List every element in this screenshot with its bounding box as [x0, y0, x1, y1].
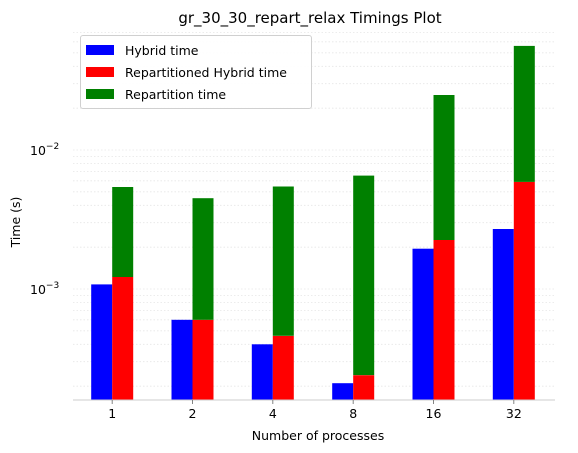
legend-item-repartitioned-hybrid: Repartitioned Hybrid time	[81, 61, 311, 83]
bar-repartitioned-hybrid-16	[433, 240, 455, 400]
x-tick-label: 2	[189, 406, 197, 421]
y-tick-label: 10−3	[30, 281, 59, 297]
bar-repartition-8	[353, 175, 375, 376]
legend-item-repartition: Repartition time	[81, 83, 311, 105]
bar-repartitioned-hybrid-4	[272, 335, 294, 400]
x-tick-label: 4	[269, 406, 277, 421]
chart-title: gr_30_30_repart_relax Timings Plot	[178, 9, 441, 28]
bar-hybrid-32	[492, 229, 514, 400]
x-tick-label: 32	[506, 406, 522, 421]
bar-hybrid-16	[412, 248, 434, 400]
bar-repartition-2	[192, 198, 214, 320]
bar-hybrid-8	[332, 383, 354, 400]
bar-repartitioned-hybrid-2	[192, 319, 214, 400]
x-tick-label: 1	[108, 406, 116, 421]
bar-repartitioned-hybrid-1	[112, 277, 134, 400]
legend-label-repartition: Repartition time	[125, 86, 227, 102]
bar-repartition-1	[112, 187, 134, 277]
legend-label-repartitioned-hybrid: Repartitioned Hybrid time	[125, 64, 287, 80]
bar-hybrid-1	[91, 284, 113, 400]
bar-hybrid-4	[251, 344, 273, 400]
legend-swatch-repartitioned-hybrid	[86, 67, 114, 77]
legend-item-hybrid: Hybrid time	[81, 39, 311, 61]
x-tick-label: 16	[426, 406, 442, 421]
legend-swatch-repartition	[86, 89, 114, 99]
x-tick-group: 1 2 4 8 16 32	[108, 400, 522, 421]
y-axis-label: Time (s)	[8, 197, 23, 249]
y-tick-label: 10−2	[30, 142, 59, 158]
legend-label-hybrid: Hybrid time	[125, 42, 199, 58]
bar-hybrid-2	[171, 319, 193, 400]
legend: Hybrid time Repartitioned Hybrid time Re…	[80, 35, 312, 109]
y-tick-group: 10−3 10−2	[30, 142, 59, 297]
legend-swatch-hybrid	[86, 45, 114, 55]
bar-repartition-4	[272, 186, 294, 336]
x-axis-label: Number of processes	[252, 428, 384, 443]
bar-repartition-32	[513, 45, 535, 182]
bar-repartitioned-hybrid-8	[353, 375, 375, 400]
bars-group	[91, 45, 535, 400]
bar-repartition-16	[433, 95, 455, 240]
x-tick-label: 8	[349, 406, 357, 421]
bar-repartitioned-hybrid-32	[513, 181, 535, 400]
